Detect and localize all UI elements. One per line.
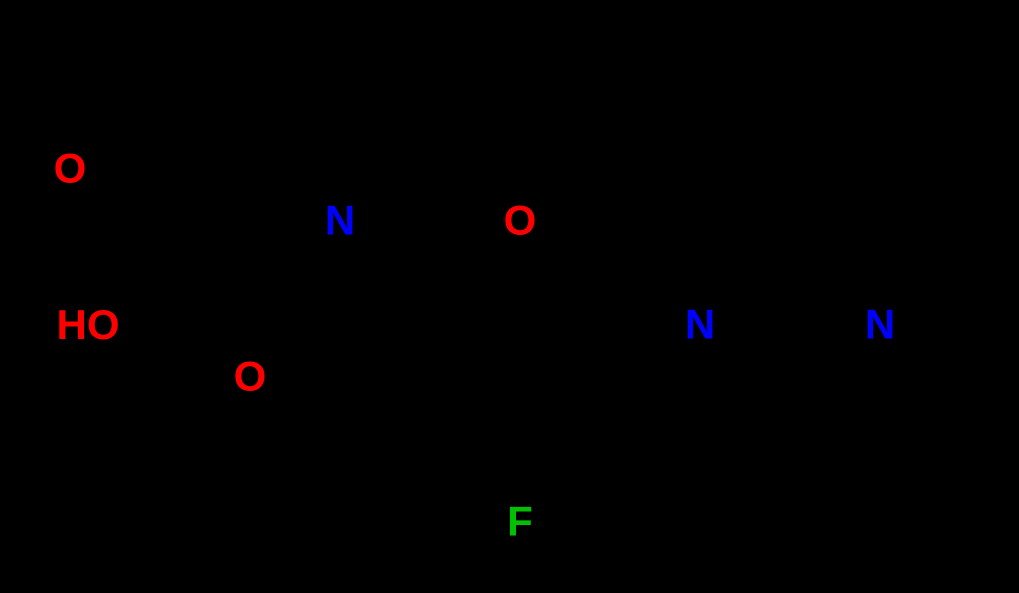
atom-label-o1: O <box>504 197 537 244</box>
atom-label-o3: O <box>234 353 267 400</box>
bond <box>520 376 610 428</box>
atom-label-o2: O <box>54 145 87 192</box>
bond <box>537 392 603 430</box>
bond <box>361 168 430 208</box>
bond <box>160 272 250 324</box>
bond <box>87 186 156 226</box>
bonds-group <box>87 35 970 497</box>
bond <box>94 174 163 214</box>
atom-label-f1: F <box>507 498 533 545</box>
atom-label-n3: N <box>865 301 895 348</box>
bond <box>447 270 513 308</box>
bond <box>160 220 250 272</box>
bond <box>90 75 160 115</box>
bond <box>340 324 430 376</box>
bond <box>790 336 859 376</box>
atom-label-n2: N <box>685 301 715 348</box>
bond <box>700 168 790 220</box>
bond <box>250 272 340 324</box>
bond <box>156 330 225 370</box>
molecule-diagram: N O O O HO F N N <box>0 0 1019 593</box>
bond <box>430 324 520 376</box>
bond <box>541 232 610 272</box>
bond <box>164 318 233 358</box>
atom-label-o4: HO <box>56 301 119 348</box>
bond <box>790 168 880 220</box>
bond <box>430 272 520 324</box>
bond <box>340 272 430 324</box>
bond <box>90 35 160 75</box>
bond <box>721 336 790 376</box>
bond <box>347 340 413 378</box>
bond <box>610 336 679 376</box>
bond <box>901 336 970 376</box>
bond <box>430 168 499 208</box>
atom-label-n1: N <box>325 197 355 244</box>
